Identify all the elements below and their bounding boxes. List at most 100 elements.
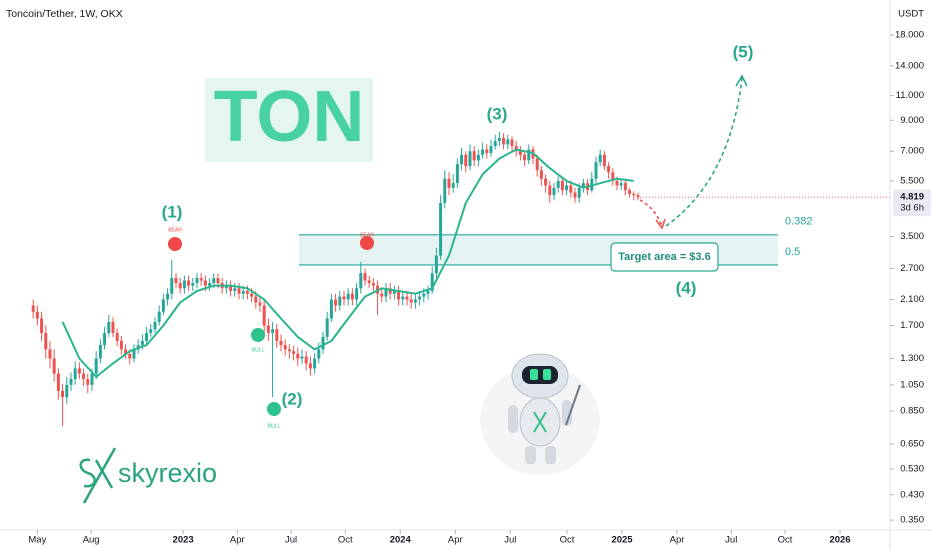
x-tick-label: Apr	[230, 535, 245, 546]
currency: USDT	[898, 9, 924, 20]
candle-body	[472, 151, 476, 161]
candle-body	[468, 151, 472, 167]
candle-body	[535, 158, 539, 171]
candle-body	[195, 278, 199, 284]
candle-body	[56, 373, 60, 391]
x-tick-label: Oct	[560, 535, 575, 546]
candle-body	[359, 273, 363, 289]
candle-body	[371, 283, 375, 286]
candle-body	[208, 283, 212, 286]
signal-dot	[168, 237, 182, 251]
candle-body	[174, 278, 178, 284]
candle-body	[590, 178, 594, 191]
candle-body	[153, 321, 157, 330]
x-tick-label: 2025	[611, 535, 633, 546]
candle-body	[233, 288, 237, 291]
x-tick-label: Jul	[725, 535, 737, 546]
y-tick-label: 3.500	[900, 231, 924, 242]
candle-body	[334, 299, 338, 306]
candle-body	[518, 151, 522, 155]
candle-body	[434, 255, 438, 274]
candle-body	[548, 185, 552, 196]
x-tick-label: May	[28, 535, 46, 546]
y-tick-label: 18.000	[895, 29, 924, 40]
candle-body	[409, 299, 413, 303]
candle-body	[422, 293, 426, 297]
candle-body	[140, 340, 144, 346]
candle-body	[388, 288, 392, 294]
y-tick-label: 0.430	[900, 489, 924, 500]
candle-body	[266, 325, 270, 333]
y-tick-label: 2.700	[900, 263, 924, 274]
signal-label: BEAR	[360, 232, 374, 238]
wave-label: (5)	[733, 42, 754, 61]
x-tick-label: Jul	[504, 535, 516, 546]
candle-body	[628, 190, 632, 194]
candle-body	[65, 384, 69, 398]
candle-body	[430, 273, 434, 291]
wave-label: (3)	[487, 104, 508, 123]
candle-body	[476, 154, 480, 161]
candle-body	[145, 332, 149, 341]
signal-dot	[267, 402, 281, 416]
candle-body	[212, 278, 216, 284]
candle-body	[283, 345, 287, 350]
watermark: TON	[214, 77, 365, 157]
x-tick-label: 2026	[829, 535, 850, 546]
candle-body	[443, 178, 447, 203]
y-tick-label: 0.530	[900, 464, 924, 475]
candle-body	[439, 202, 443, 256]
signal-label: BEAR	[168, 227, 182, 233]
candle-body	[346, 293, 350, 300]
candle-body	[182, 280, 186, 289]
x-tick-label: Oct	[338, 535, 353, 546]
candle-body	[245, 290, 249, 294]
y-tick-label: 1.300	[900, 353, 924, 364]
candle-body	[258, 302, 262, 306]
candle-body	[107, 321, 111, 333]
x-tick-label: Oct	[778, 535, 793, 546]
candle-body	[342, 296, 346, 300]
candle-body	[527, 149, 531, 161]
candle-body	[166, 293, 170, 300]
candle-body	[292, 351, 296, 354]
candle-body	[380, 293, 384, 297]
candle-body	[397, 290, 401, 300]
candle-body	[392, 290, 396, 294]
candle-body	[325, 318, 329, 337]
candle-body	[216, 278, 220, 284]
candle-body	[539, 170, 543, 179]
candle-body	[623, 183, 627, 191]
candle-body	[52, 358, 56, 374]
candle-body	[111, 321, 115, 333]
y-tick-label: 0.650	[900, 438, 924, 449]
candle-body	[157, 311, 161, 322]
candle-body	[560, 180, 564, 191]
candle-body	[241, 290, 245, 294]
candle-body	[115, 332, 119, 341]
candle-body	[224, 285, 228, 289]
candle-body	[602, 154, 606, 167]
candle-body	[329, 299, 333, 319]
x-tick-label: 2024	[390, 535, 412, 546]
logo-text: skyrexio	[118, 458, 217, 488]
candle-body	[90, 373, 94, 385]
candle-body	[619, 183, 623, 186]
candle-body	[124, 349, 128, 354]
y-tick-label: 0.850	[900, 405, 924, 416]
candle-body	[338, 296, 342, 306]
candle-body	[128, 353, 132, 359]
candle-body	[132, 349, 136, 359]
candle-body	[455, 164, 459, 184]
signal-dot	[251, 328, 265, 342]
candle-body	[552, 187, 556, 196]
projection-arrow	[639, 199, 663, 227]
candle-body	[98, 345, 102, 359]
candle-body	[565, 185, 569, 191]
candle-body	[615, 180, 619, 186]
candle-body	[187, 280, 191, 286]
candle-body	[405, 296, 409, 300]
candle-body	[35, 311, 39, 319]
candle-body	[31, 305, 35, 312]
candle-body	[170, 278, 174, 294]
